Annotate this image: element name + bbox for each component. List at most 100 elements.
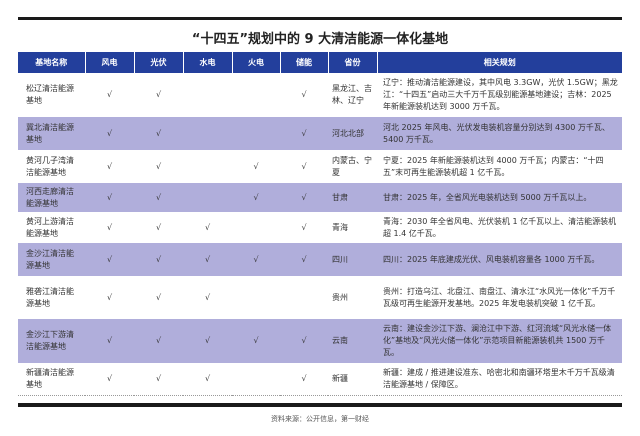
header-hydro: 水电 — [182, 52, 232, 73]
wind-cell: √ — [85, 117, 134, 150]
storage-cell: √ — [280, 117, 328, 150]
check-icon: √ — [253, 192, 259, 202]
hydro-cell — [183, 183, 232, 212]
header-plan: 相关规划 — [376, 52, 622, 73]
plan: 甘肃：2025 年，全省风光电装机达到 5000 万千瓦以上。 — [377, 183, 622, 212]
plan: 河北 2025 年风电、光伏发电装机容量分别达到 4300 万千瓦、5400 万… — [377, 117, 622, 150]
solar-cell: √ — [134, 183, 183, 212]
thermal-cell — [232, 363, 280, 396]
plan: 辽宁：推动清洁能源建设，其中风电 3.3GW，光伏 1.5GW；黑龙江：“十四五… — [383, 78, 618, 111]
province: 黑龙江、吉林、辽宁 — [332, 84, 372, 105]
storage-cell: √ — [280, 212, 328, 243]
bottom-rule — [18, 403, 622, 407]
wind-cell: √ — [85, 212, 134, 243]
plan: 云南：建设金沙江下游、澜沧江中下游、红河流域“风光水储一体化”基地及“风光火储一… — [377, 319, 622, 363]
hydro-cell: √ — [183, 243, 232, 276]
wind-cell: √ — [85, 276, 134, 319]
plan: 贵州：打造乌江、北盘江、南盘江、清水江“水风光一体化”千万千瓦级可再生能源开发基… — [383, 286, 616, 308]
hydro-cell: √ — [183, 319, 232, 363]
province: 贵州 — [332, 292, 348, 302]
check-icon: √ — [301, 222, 307, 232]
check-icon: √ — [106, 373, 113, 383]
check-icon: √ — [106, 192, 113, 202]
hydro-cell — [183, 73, 232, 117]
base-name: 金沙江清洁能源基地 — [18, 243, 85, 276]
table-title: “十四五”规划中的 9 大清洁能源一体化基地 — [191, 32, 449, 47]
hydro-cell — [183, 150, 232, 183]
province: 青海 — [332, 222, 348, 232]
table-row: 河西走廊清洁能源基地 √ √ √ √ 甘肃 甘肃：2025 年，全省风光电装机达到 5000… — [18, 183, 622, 212]
check-icon: √ — [155, 161, 162, 171]
solar-cell: √ — [134, 276, 183, 319]
check-icon: √ — [301, 192, 307, 202]
energy-bases-table: 基地名称 风电 光伏 水电 火电 储能 省份 相关规划 松辽清洁能源基地 √ √ √ 黑… — [18, 52, 622, 396]
thermal-cell — [232, 117, 280, 150]
table-row: 新疆清洁能源基地 √ √ √ √ 新疆 新疆：建成 / 推进建设准东、哈密北和南疆环塔里木千… — [18, 363, 622, 396]
hydro-cell: √ — [183, 276, 232, 319]
check-icon: √ — [204, 292, 211, 302]
thermal-cell: √ — [232, 243, 280, 276]
solar-cell: √ — [134, 319, 183, 363]
storage-cell: √ — [280, 243, 328, 276]
storage-cell: √ — [280, 319, 328, 363]
check-icon: √ — [155, 128, 162, 138]
header-thermal: 火电 — [231, 52, 280, 73]
wind-cell: √ — [85, 319, 134, 363]
hydro-cell: √ — [183, 212, 232, 243]
check-icon: √ — [301, 128, 307, 138]
base-name: 雅砻江清洁能源基地 — [26, 286, 74, 308]
thermal-cell: √ — [232, 183, 280, 212]
thermal-cell — [232, 73, 280, 117]
province: 四川 — [328, 243, 377, 276]
check-icon: √ — [301, 373, 307, 383]
check-icon: √ — [106, 90, 113, 99]
storage-cell: √ — [280, 150, 328, 183]
wind-cell: √ — [85, 73, 134, 117]
thermal-cell: √ — [232, 150, 280, 183]
storage-cell: √ — [280, 183, 328, 212]
check-icon: √ — [155, 254, 162, 264]
check-icon: √ — [106, 222, 113, 232]
check-icon: √ — [253, 161, 259, 171]
province: 新疆 — [328, 363, 377, 396]
province: 内蒙古、宁夏 — [332, 155, 372, 177]
check-icon: √ — [106, 161, 113, 171]
check-icon: √ — [155, 373, 162, 383]
wind-cell: √ — [85, 243, 134, 276]
solar-cell: √ — [134, 117, 183, 150]
check-icon: √ — [155, 222, 162, 232]
check-icon: √ — [155, 192, 162, 202]
solar-cell: √ — [134, 73, 183, 117]
check-icon: √ — [155, 90, 162, 99]
province: 河北北部 — [328, 117, 377, 150]
header-solar: 光伏 — [133, 52, 183, 73]
thermal-cell — [232, 212, 280, 243]
check-icon: √ — [204, 373, 211, 383]
check-icon: √ — [204, 222, 211, 232]
table-row: 金沙江下游清洁能源基地 √ √ √ √ √ 云南 云南：建设金沙江下游、澜沧江中下游、红河流域… — [18, 319, 622, 363]
header-storage: 储能 — [279, 52, 328, 73]
wind-cell: √ — [85, 363, 134, 396]
check-icon: √ — [204, 336, 211, 345]
wind-cell: √ — [85, 183, 134, 212]
header-wind: 风电 — [84, 52, 134, 73]
solar-cell: √ — [134, 243, 183, 276]
base-name: 冀北清洁能源基地 — [18, 117, 85, 150]
base-name: 黄河上游清洁能源基地 — [26, 216, 74, 238]
check-icon: √ — [106, 336, 113, 345]
province: 云南 — [328, 319, 377, 363]
thermal-cell — [232, 276, 280, 319]
check-icon: √ — [155, 292, 162, 302]
base-name: 黄河几子湾清洁能源基地 — [26, 155, 74, 177]
base-name: 金沙江下游清洁能源基地 — [18, 319, 85, 363]
table-row: 黄河几子湾清洁能源基地 √ √ √ √ 内蒙古、宁夏 宁夏：2025 年新能源装机达到 40… — [18, 150, 622, 183]
header-name: 基地名称 — [18, 52, 85, 73]
check-icon: √ — [106, 254, 113, 264]
check-icon: √ — [106, 292, 113, 302]
check-icon: √ — [253, 336, 259, 345]
check-icon: √ — [204, 254, 211, 264]
header-row: 基地名称 风电 光伏 水电 火电 储能 省份 相关规划 — [18, 52, 622, 73]
plan: 宁夏：2025 年新能源装机达到 4000 万千瓦；内蒙古：“十四五”末可再生能… — [383, 155, 604, 177]
check-icon: √ — [253, 254, 259, 264]
check-icon: √ — [301, 90, 307, 99]
